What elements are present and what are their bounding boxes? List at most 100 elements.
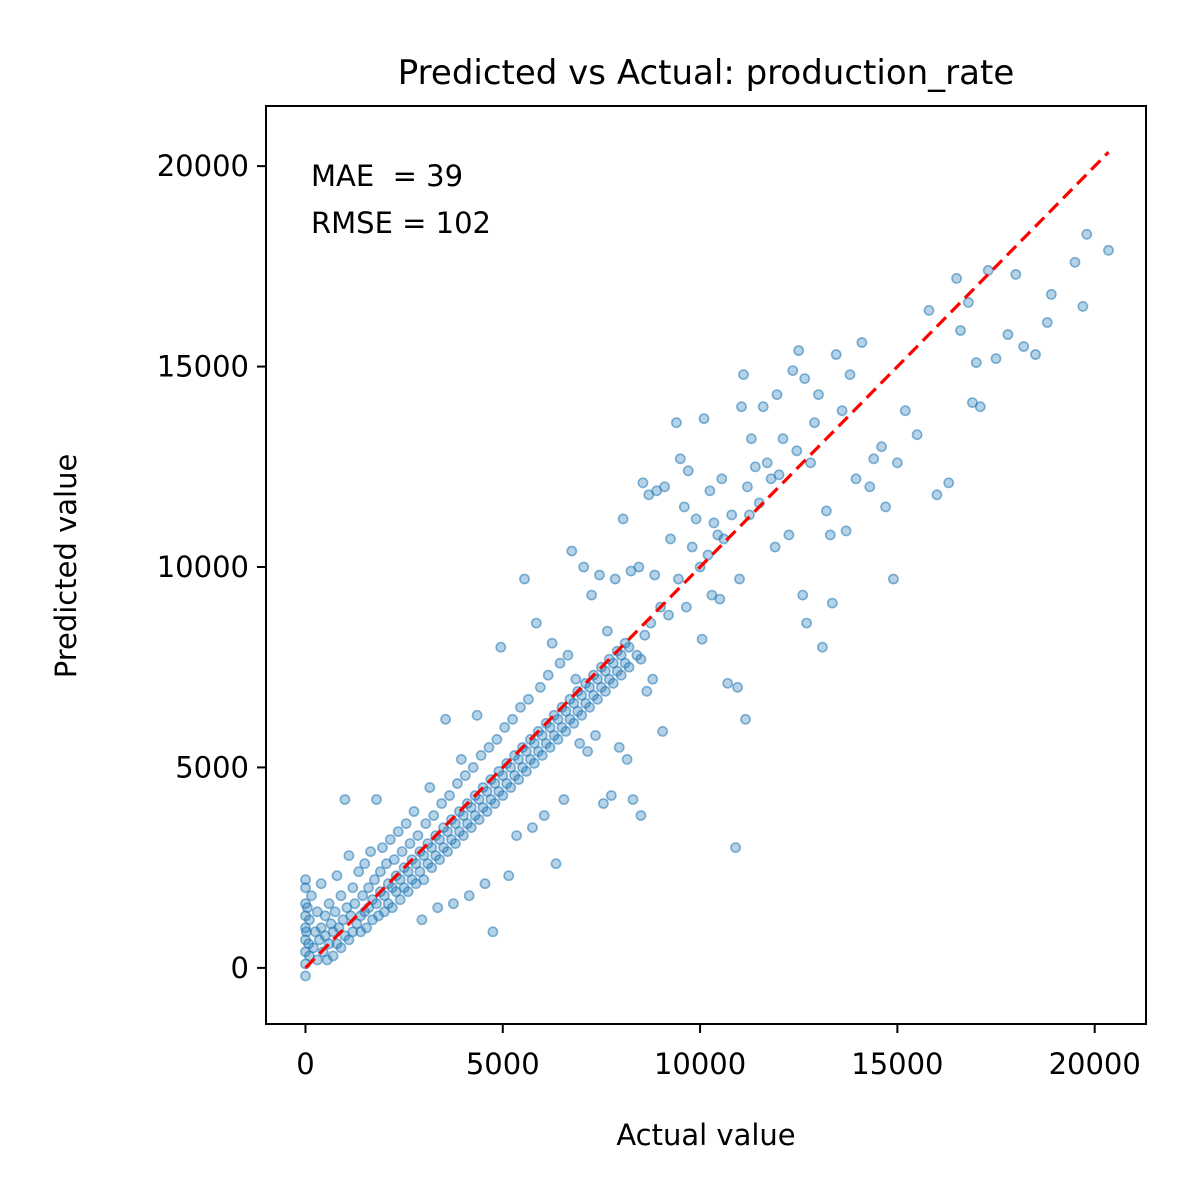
scatter-point [761, 457, 773, 469]
scatter-point [635, 653, 647, 665]
scatter-point [303, 914, 315, 926]
scatter-point [787, 365, 799, 376]
y-tick-label: 15000 [157, 350, 249, 384]
scatter-point [836, 405, 848, 417]
scatter-point [331, 870, 343, 882]
scatter-point [505, 782, 517, 793]
scatter-point [592, 693, 603, 705]
scatter-point [513, 774, 524, 785]
scatter-point [1010, 268, 1022, 280]
scatter-point [844, 369, 856, 380]
scatter-point [740, 713, 751, 725]
scatter-point [627, 794, 639, 805]
x-tick-label: 10000 [654, 1047, 746, 1081]
x-axis-label: Actual value [616, 1118, 795, 1152]
scatter-point [475, 750, 487, 761]
scatter-point [657, 726, 668, 737]
scatter-point [394, 894, 406, 906]
scatter-point [671, 417, 682, 429]
scatter-point [420, 818, 432, 829]
scatter-point [649, 569, 661, 581]
y-axis-ticks: 0 5000 10000 15000 20000 [157, 149, 266, 985]
scatter-point [970, 357, 982, 368]
scatter-point [305, 890, 317, 902]
scatter-point [536, 750, 548, 761]
scatter-point [607, 677, 619, 689]
y-tick-label: 0 [231, 951, 249, 985]
scatter-point [826, 597, 838, 609]
scatter-point [749, 461, 761, 473]
scatter-point [412, 830, 424, 841]
scatter-point [521, 766, 532, 777]
scatter-point [396, 846, 408, 857]
x-tick-label: 5000 [466, 1047, 540, 1081]
scatter-point [392, 826, 404, 837]
scatter-point [963, 296, 974, 308]
scatter-point [686, 541, 698, 553]
scatter-point [797, 589, 809, 601]
scatter-point [384, 834, 396, 845]
annotation-mae: MAE = 39 [311, 159, 463, 193]
scatter-point [769, 541, 781, 553]
scatter-point [371, 898, 382, 910]
scatter-point [682, 465, 694, 477]
scatter-point [327, 950, 339, 962]
scatter-point [1069, 256, 1081, 268]
scatter-point [600, 685, 611, 697]
scatter-point [659, 481, 670, 493]
scatter-point [442, 846, 453, 857]
scatter-point [457, 830, 469, 841]
scatter-point [546, 637, 558, 649]
scatter-point [371, 794, 382, 805]
scatter-point [617, 513, 629, 525]
scatter-point [404, 838, 416, 849]
scatter-point [673, 573, 684, 585]
scatter-point [663, 609, 674, 621]
scatter-point [515, 701, 526, 713]
scatter-point [955, 325, 966, 336]
scatter-point [558, 794, 570, 805]
scatter-point [347, 882, 359, 894]
scatter-point [809, 417, 820, 429]
scatter-point [1018, 341, 1030, 352]
x-tick-label: 15000 [851, 1047, 943, 1081]
reference-line-y-equals-x [304, 150, 1110, 970]
scatter-point [538, 810, 550, 821]
scatter-point [416, 914, 428, 926]
scatter-point [301, 902, 313, 914]
scatter-point [678, 501, 690, 513]
scatter-point [436, 798, 447, 809]
scatter-point [566, 545, 578, 557]
scatter-point [633, 561, 645, 573]
scatter-point [702, 549, 714, 561]
scatter-point [574, 738, 586, 749]
scatter-point [931, 489, 943, 501]
annotation-rmse: RMSE = 102 [311, 206, 491, 240]
scatter-point [609, 573, 621, 585]
scatter-point [641, 685, 653, 697]
scatter-point [497, 790, 509, 801]
scatter-point [868, 453, 880, 465]
scatter-point [637, 477, 649, 489]
y-tick-label: 20000 [157, 149, 249, 183]
scatter-point [623, 641, 635, 653]
scatter-point [349, 898, 361, 910]
scatter-point [1041, 317, 1053, 328]
scatter-point [329, 906, 341, 918]
scatter-point [357, 890, 369, 902]
scatter-point [424, 782, 436, 793]
scatter-point [388, 854, 400, 865]
scatter-point [369, 874, 380, 886]
scatter-point [708, 517, 720, 529]
scatter-point [586, 589, 597, 601]
scatter-point [1077, 300, 1089, 312]
scatter-point [495, 641, 507, 653]
y-axis-label: Predicted value [49, 454, 83, 679]
scatter-point [738, 369, 749, 380]
scatter-point [791, 445, 803, 457]
scatter-point [528, 758, 540, 769]
scatter-point [335, 942, 347, 954]
scatter-point [899, 405, 911, 417]
scatter-point [315, 878, 327, 890]
scatter-point [771, 389, 783, 400]
